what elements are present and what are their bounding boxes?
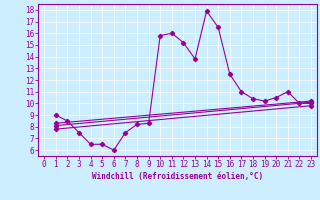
- X-axis label: Windchill (Refroidissement éolien,°C): Windchill (Refroidissement éolien,°C): [92, 172, 263, 181]
